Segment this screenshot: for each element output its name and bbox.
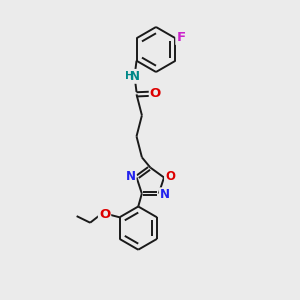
Text: O: O <box>165 170 175 183</box>
Text: N: N <box>126 170 136 183</box>
Text: F: F <box>176 31 185 44</box>
Text: N: N <box>160 188 170 201</box>
Text: O: O <box>99 208 110 221</box>
Text: O: O <box>150 87 161 100</box>
Text: N: N <box>130 70 140 83</box>
Text: H: H <box>125 71 134 81</box>
